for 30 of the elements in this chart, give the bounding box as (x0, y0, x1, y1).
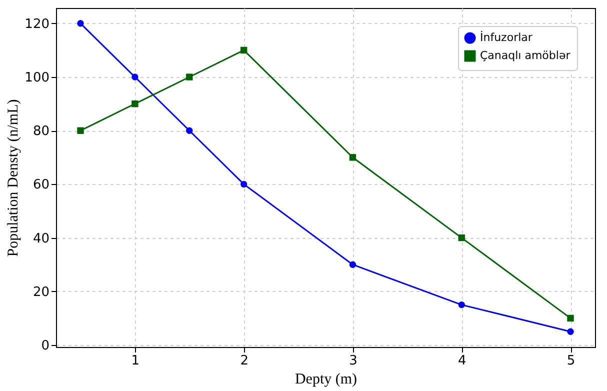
x-tick-label: 2 (240, 354, 248, 368)
point (240, 180, 248, 188)
point (567, 314, 574, 322)
y-tick-label: 120 (24, 16, 50, 32)
legend-label: İnfuzorlar (480, 30, 533, 44)
point (349, 154, 356, 161)
x-tick-label: 5 (566, 354, 576, 368)
point (132, 74, 138, 80)
point (132, 100, 138, 108)
y-axis-title: Population Densty (n/mL) (6, 99, 22, 257)
point (567, 328, 574, 335)
y-tick-label: 0 (41, 338, 50, 354)
legend-label: Çanaqlı amöblər (480, 49, 571, 62)
point (458, 234, 465, 242)
x-tick-label: 1 (131, 354, 140, 368)
y-tick-label: 40 (32, 231, 50, 246)
point (240, 46, 248, 54)
y-tick-label: 20 (32, 284, 50, 300)
y-tick-label: 100 (24, 70, 50, 86)
y-tick-label: 80 (32, 124, 50, 140)
y-tick-label: 60 (32, 178, 50, 193)
point (349, 261, 356, 268)
point (186, 74, 193, 80)
x-tick-label: 4 (458, 354, 466, 368)
x-axis-title: Depty (m) (294, 372, 358, 388)
point (458, 301, 465, 308)
x-tick-label: 3 (349, 354, 358, 368)
point (77, 20, 84, 27)
point (77, 127, 84, 134)
point (186, 127, 193, 134)
